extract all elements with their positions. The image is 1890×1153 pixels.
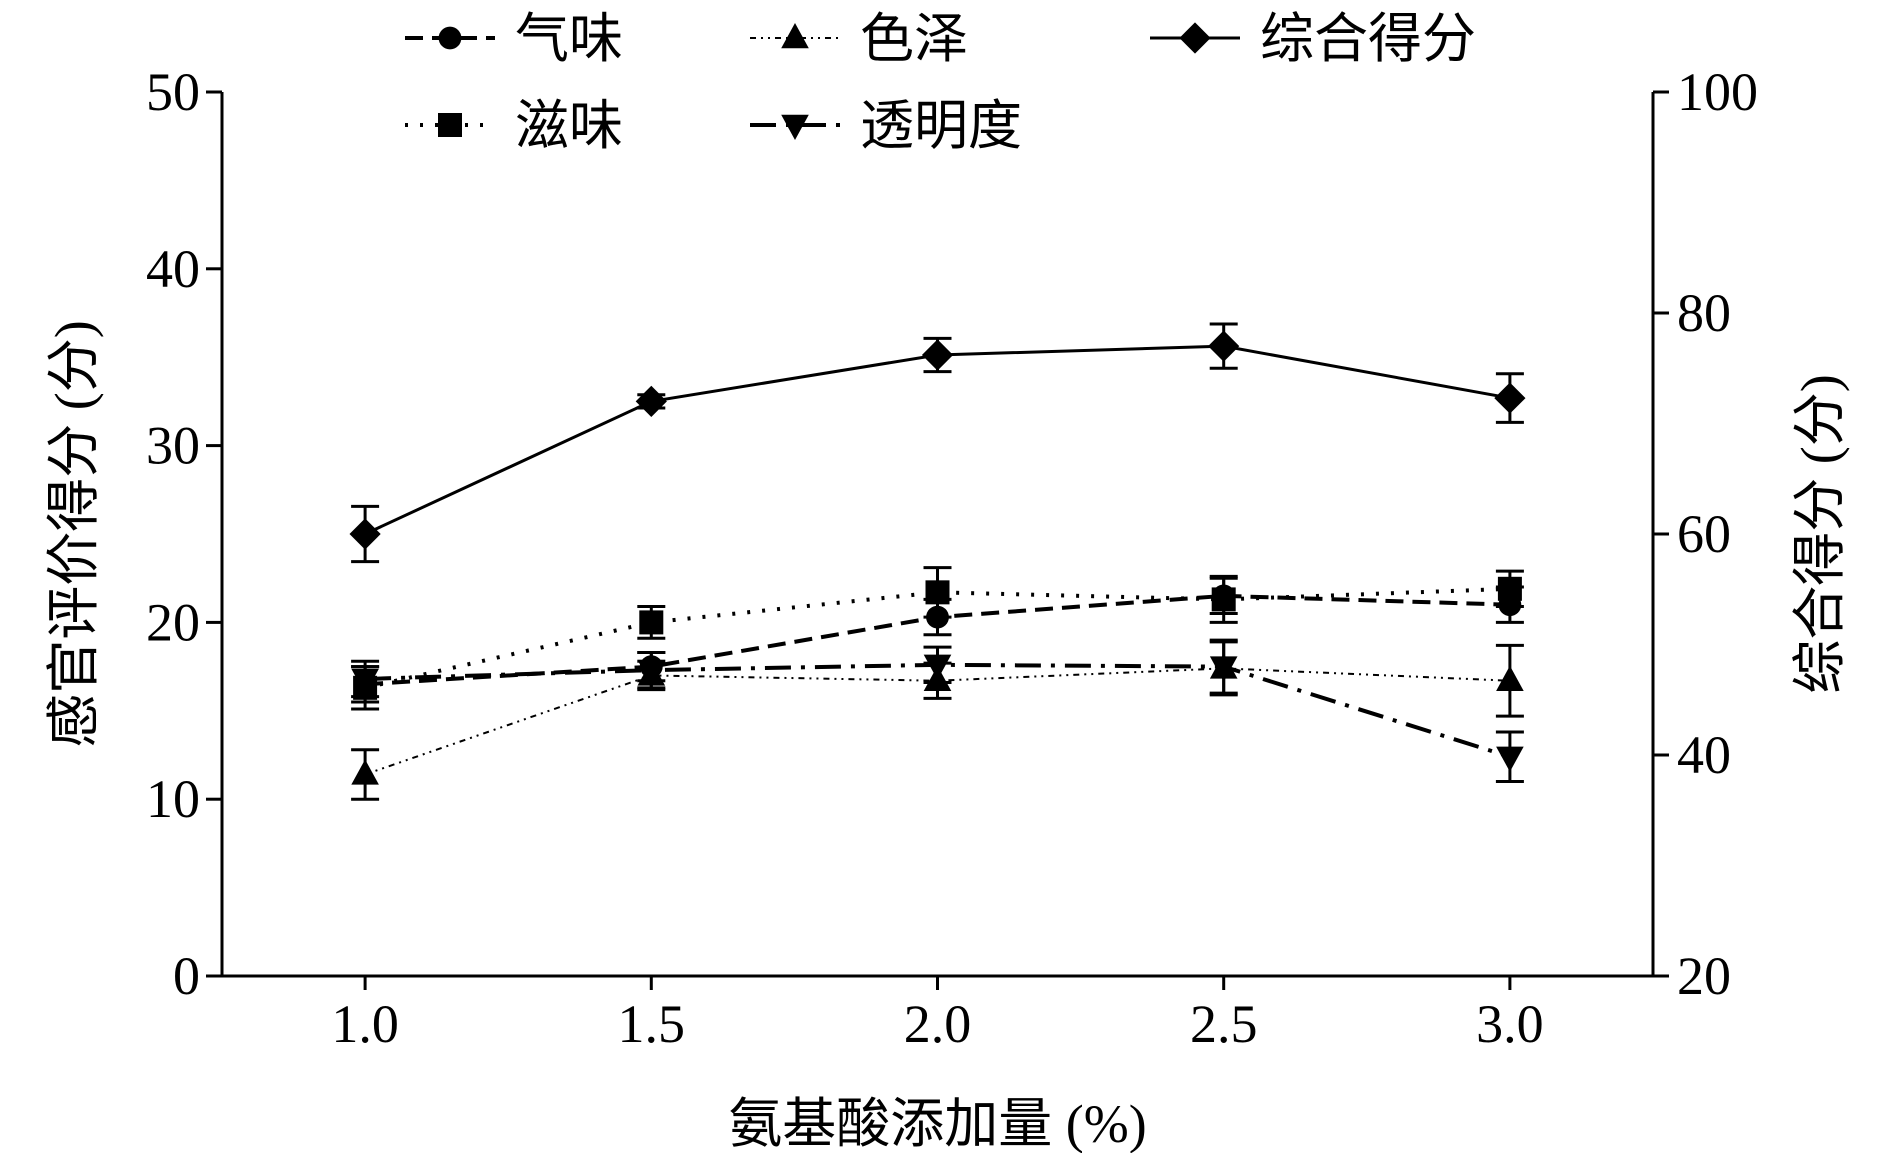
legend-label: 气味 [515,9,623,69]
y-left-tick-label: 0 [173,946,200,1006]
legend-marker [781,114,809,140]
data-point-4 [351,668,379,694]
data-point-3 [1497,576,1522,601]
data-point-1 [1496,665,1524,691]
y-left-tick-label: 20 [146,592,200,652]
data-point-3 [639,610,664,635]
data-point-2 [1494,382,1526,414]
legend-marker [1179,22,1211,54]
y-left-tick-label: 40 [146,239,200,299]
series-line-2 [364,344,1511,536]
y-left-axis-title: 感官评价得分 (分) [44,320,104,747]
data-point-4 [1496,746,1524,772]
legend-marker [438,26,462,50]
data-point-3 [1211,587,1236,612]
y-left-tick-label: 30 [146,416,200,476]
y-right-tick-label: 20 [1677,946,1731,1006]
data-point-2 [635,385,667,417]
data-point-3 [925,580,950,605]
data-point-4 [1209,656,1238,682]
legend-label: 色泽 [860,9,968,69]
series-line-1 [364,667,1510,776]
y-left-tick-label: 10 [146,769,200,829]
series-line-3 [364,586,1510,690]
x-tick-label: 1.5 [618,994,686,1054]
data-point-4 [923,654,952,680]
data-point-1 [351,759,379,785]
y-right-axis-title: 综合得分 (分) [1790,374,1850,693]
legend-marker [781,23,809,49]
y-right-tick-label: 60 [1677,504,1731,564]
x-tick-label: 2.5 [1190,994,1258,1054]
data-point-2 [921,339,954,371]
data-point-2 [1208,330,1240,362]
data-point-2 [349,518,381,550]
y-right-tick-label: 40 [1677,725,1731,785]
legend-label: 综合得分 [1260,9,1476,69]
x-tick-label: 1.0 [331,994,399,1054]
y-left-tick-label: 50 [146,62,200,122]
x-axis-title: 氨基酸添加量 (%) [728,1094,1146,1153]
legend-label: 透明度 [860,96,1022,156]
x-tick-label: 3.0 [1476,994,1544,1054]
y-right-tick-label: 100 [1677,62,1758,122]
data-point-4 [637,659,666,686]
y-right-tick-label: 80 [1677,283,1731,343]
legend-marker [438,113,462,137]
legend-label: 滋味 [515,96,623,156]
x-tick-label: 2.0 [904,994,972,1054]
